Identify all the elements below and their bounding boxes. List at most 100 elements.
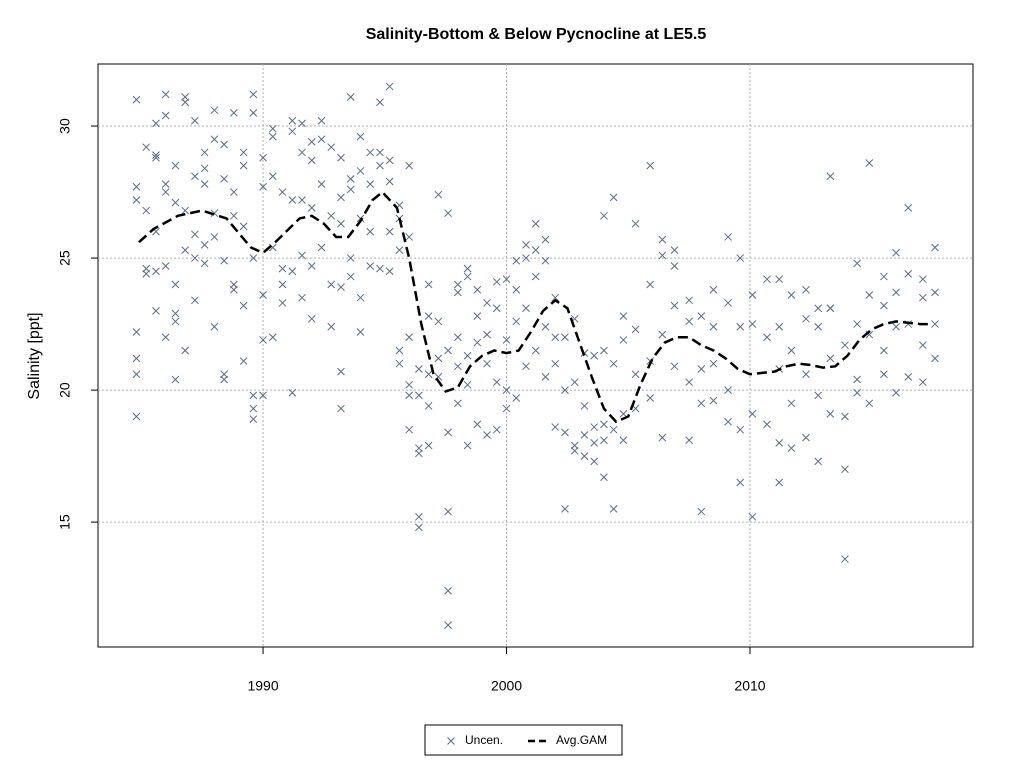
data-point	[931, 243, 939, 252]
data-point	[551, 423, 560, 431]
data-point	[424, 312, 433, 321]
data-point	[288, 127, 297, 136]
data-point	[444, 507, 452, 516]
data-point	[210, 322, 219, 331]
data-point	[415, 365, 423, 373]
data-point	[229, 211, 238, 220]
data-point	[259, 291, 267, 299]
data-point	[522, 254, 530, 262]
data-point	[541, 373, 550, 381]
data-point	[444, 586, 452, 595]
legend-box	[424, 724, 623, 756]
data-point	[181, 246, 190, 255]
data-point	[853, 259, 861, 268]
data-point	[405, 391, 413, 400]
data-point	[424, 280, 433, 289]
data-point	[865, 291, 874, 299]
data-point	[646, 394, 655, 402]
data-point	[709, 359, 718, 368]
data-point	[171, 161, 180, 170]
data-point	[619, 312, 628, 321]
data-point	[395, 346, 404, 355]
data-point	[278, 280, 287, 289]
data-point	[210, 233, 219, 241]
data-point	[931, 288, 939, 297]
y-axis-label: Salinity [ppt]	[26, 312, 43, 399]
data-point	[200, 180, 209, 188]
data-point	[239, 301, 248, 310]
data-point	[171, 280, 180, 289]
data-point	[181, 206, 190, 215]
data-point	[880, 370, 888, 379]
data-point	[376, 161, 384, 170]
data-point	[931, 354, 939, 363]
data-point	[814, 391, 823, 400]
data-point	[453, 333, 462, 342]
data-point	[268, 333, 277, 342]
data-point	[787, 291, 796, 299]
data-point	[229, 285, 238, 294]
x-tick-label: 2010	[734, 678, 765, 694]
data-point	[748, 512, 757, 521]
data-point	[288, 116, 297, 125]
data-point	[463, 264, 472, 273]
data-point	[171, 198, 180, 207]
data-point	[685, 296, 693, 305]
data-point	[161, 111, 170, 120]
data-point	[210, 209, 219, 218]
data-point	[385, 156, 394, 165]
data-point	[317, 135, 326, 144]
data-point	[288, 196, 297, 204]
data-point	[259, 153, 267, 162]
data-point	[463, 272, 472, 281]
data-point	[405, 380, 413, 389]
data-point	[736, 478, 745, 487]
data-point	[483, 359, 491, 368]
data-point	[200, 241, 209, 249]
data-point	[132, 370, 141, 379]
data-point	[161, 90, 170, 99]
data-point	[453, 288, 462, 297]
data-point	[337, 404, 345, 413]
data-point	[152, 119, 160, 128]
data-point	[132, 95, 141, 104]
data-point	[229, 188, 238, 196]
data-point	[841, 412, 849, 421]
data-point	[191, 230, 199, 239]
data-point	[697, 507, 706, 516]
data-point	[385, 227, 394, 236]
data-point	[561, 505, 569, 513]
data-point	[337, 219, 345, 228]
data-point	[405, 333, 413, 342]
data-point	[670, 246, 679, 255]
data-point	[670, 362, 679, 371]
legend-label: Avg.GAM	[556, 733, 607, 747]
data-point	[220, 140, 228, 149]
data-point	[366, 148, 375, 157]
data-point	[395, 359, 404, 368]
data-point	[327, 211, 336, 220]
data-point	[288, 267, 297, 276]
data-point	[161, 188, 170, 196]
x-tick-label: 2000	[491, 678, 522, 694]
plot-frame	[97, 63, 974, 648]
data-point	[609, 359, 618, 368]
data-point	[787, 346, 796, 355]
data-point	[570, 378, 579, 387]
data-point	[865, 159, 874, 167]
data-point	[346, 93, 355, 101]
data-point	[161, 333, 170, 342]
data-point	[853, 375, 861, 384]
data-point	[600, 436, 608, 445]
data-point	[346, 185, 355, 194]
data-point	[366, 180, 375, 188]
data-point	[220, 175, 228, 183]
data-point	[522, 362, 530, 371]
data-point	[541, 322, 550, 331]
data-point	[522, 304, 530, 313]
data-point	[541, 235, 550, 244]
data-point	[841, 465, 849, 474]
data-point	[152, 151, 160, 159]
data-point	[670, 262, 679, 270]
y-tick-label: 20	[57, 382, 73, 398]
